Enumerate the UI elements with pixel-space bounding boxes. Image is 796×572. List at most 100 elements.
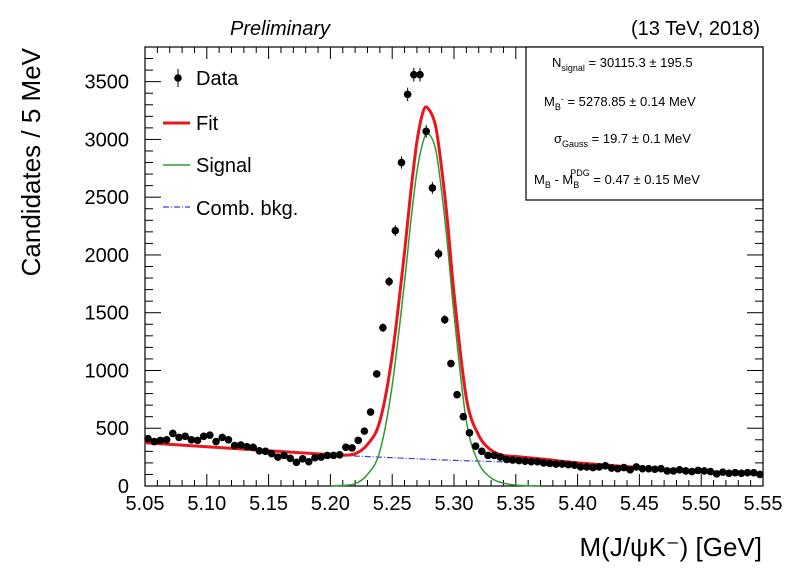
- data-point: [379, 323, 387, 332]
- x-axis-title: M(J/ψK⁻) [GeV]: [580, 532, 763, 562]
- data-point: [428, 184, 437, 192]
- data-point: [484, 451, 492, 460]
- data-point: [311, 453, 319, 462]
- data-point: [620, 463, 628, 472]
- data-point: [749, 468, 758, 477]
- data-point: [181, 432, 189, 441]
- data-point: [169, 429, 177, 438]
- x-tick-label: 5.10: [187, 493, 226, 515]
- x-tick-label: 5.40: [558, 493, 597, 515]
- legend-label-fit: Fit: [196, 113, 219, 135]
- legend-label-bkg: Comb. bkg.: [196, 198, 298, 220]
- y-tick-label: 2500: [85, 187, 130, 209]
- data-point: [601, 461, 610, 470]
- data-point: [521, 457, 529, 465]
- data-point: [688, 467, 696, 476]
- data-point: [175, 433, 183, 442]
- stat-n-signal: Nsignal = 30115.3 ± 195.5: [552, 55, 693, 73]
- signal-curve: [330, 132, 541, 487]
- data-point: [261, 447, 270, 456]
- x-tick-label: 5.15: [249, 493, 288, 515]
- data-point: [626, 466, 634, 474]
- data-point: [651, 465, 659, 474]
- y-tick-label: 0: [118, 476, 129, 498]
- y-tick-label: 3500: [85, 72, 130, 94]
- data-point: [434, 249, 443, 258]
- data-point: [731, 468, 739, 477]
- x-tick-label: 5.55: [744, 493, 783, 515]
- data-point: [440, 315, 449, 324]
- data-point: [515, 456, 523, 465]
- data-point: [663, 467, 672, 475]
- x-tick-label: 5.05: [126, 493, 165, 515]
- data-point: [156, 436, 165, 445]
- data-point: [304, 457, 313, 466]
- data-point: [706, 467, 715, 476]
- data-point: [422, 127, 430, 136]
- data-point: [564, 460, 573, 469]
- data-point: [144, 434, 152, 443]
- data-point: [224, 435, 233, 444]
- y-tick-label: 1500: [85, 303, 130, 325]
- data-point: [570, 461, 579, 470]
- data-point: [725, 469, 733, 478]
- data-point: [453, 390, 461, 399]
- data-point: [712, 470, 721, 478]
- data-point: [317, 453, 325, 461]
- axis-ticks: 5.05 5.10 5.15 5.20 5.25 5.30 5.35 5.40 5.45 5.50…: [85, 46, 783, 515]
- data-point: [681, 467, 690, 475]
- x-tick-label: 5.20: [311, 493, 350, 515]
- data-point: [243, 442, 251, 451]
- data-point: [280, 451, 288, 460]
- data-point: [249, 443, 257, 452]
- stat-mass-diff: MB - MBPDG = 0.47 ± 0.15 MeV: [534, 168, 700, 190]
- data-point: [230, 441, 239, 450]
- data-point: [465, 429, 474, 437]
- data-point: [533, 457, 542, 466]
- data-point: [490, 451, 498, 460]
- data-point: [583, 463, 591, 471]
- data-point: [527, 457, 536, 466]
- legend: Data Fit Signal Comb. bkg.: [163, 68, 298, 220]
- data-point: [589, 463, 597, 472]
- data-point: [595, 463, 604, 471]
- data-point: [719, 468, 727, 476]
- data-point: [496, 453, 505, 461]
- x-tick-label: 5.35: [496, 493, 535, 515]
- data-point: [756, 470, 764, 479]
- data-point: [669, 467, 678, 475]
- data-point: [199, 432, 208, 441]
- data-point: [403, 90, 412, 99]
- legend-label-signal: Signal: [196, 155, 252, 177]
- data-point: [218, 433, 227, 442]
- fit-results-frame: [525, 46, 764, 201]
- data-point: [576, 463, 585, 471]
- data-point: [508, 456, 517, 464]
- legend-item-bkg: Comb. bkg.: [163, 198, 298, 220]
- data-point: [539, 459, 548, 467]
- data-point: [558, 460, 566, 468]
- data-point: [212, 437, 220, 446]
- data-point: [298, 455, 307, 463]
- data-point: [447, 359, 455, 368]
- data-point: [366, 408, 375, 416]
- fit-curve: [144, 105, 764, 475]
- data-point: [471, 442, 480, 450]
- data-point: [397, 158, 406, 167]
- legend-label-data: Data: [196, 68, 239, 90]
- data-point: [162, 435, 171, 444]
- data-point: [607, 464, 616, 472]
- data-point: [323, 451, 332, 460]
- data-point: [187, 435, 196, 444]
- data-point: [255, 446, 264, 455]
- data-point: [644, 464, 653, 473]
- legend-item-data: Data: [174, 68, 239, 90]
- data-point: [391, 226, 400, 235]
- data-point: [632, 463, 641, 471]
- y-tick-label: 3000: [85, 129, 130, 151]
- data-point: [236, 441, 245, 449]
- data-point: [502, 455, 511, 464]
- preliminary-label: Preliminary: [230, 18, 331, 40]
- data-point: [206, 431, 214, 439]
- y-tick-label: 500: [96, 418, 129, 440]
